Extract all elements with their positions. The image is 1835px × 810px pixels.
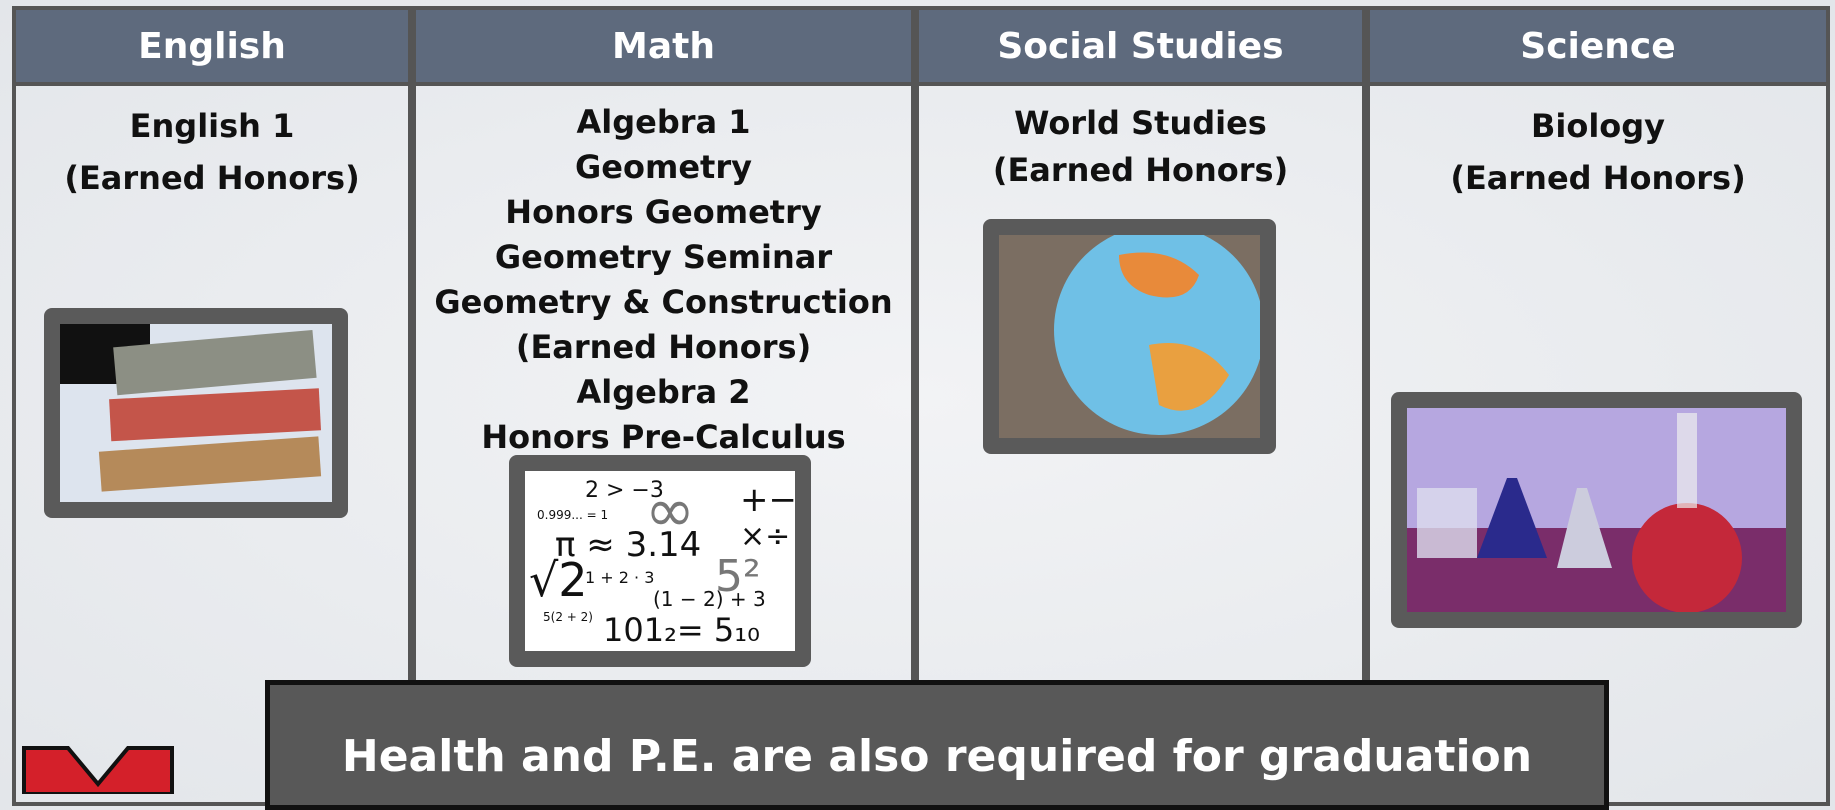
course-list: Algebra 1 Geometry Honors Geometry Geometry… — [416, 100, 911, 460]
column-header: English — [16, 10, 408, 86]
course: Algebra 2 — [576, 373, 751, 411]
math-text: ∞ — [645, 476, 695, 546]
beakers-image — [1391, 392, 1802, 628]
logo — [22, 746, 174, 794]
column-header: Science — [1370, 10, 1826, 86]
course: (Earned Honors) — [1450, 159, 1746, 197]
course: World Studies — [1014, 104, 1267, 142]
course-list: Biology (Earned Honors) — [1370, 100, 1826, 204]
course: Algebra 1 — [576, 103, 751, 141]
course: Honors Pre-Calculus — [481, 418, 846, 456]
course: (Earned Honors) — [992, 151, 1289, 189]
math-text: 101₂= 5₁₀ — [603, 611, 760, 649]
books-picture — [60, 324, 332, 502]
math-text: 0.999... = 1 — [537, 508, 608, 522]
math-text: π ≈ 3.14 — [555, 525, 701, 565]
math-image: 2 > −3 0.999... = 1 π ≈ 3.14 √2 1 + 2 · 3 (1 … — [509, 455, 811, 667]
course: Biology — [1530, 107, 1666, 145]
globe-image — [983, 219, 1276, 454]
course: English 1 — [129, 107, 295, 145]
books-image — [44, 308, 348, 518]
course: Honors Geometry — [505, 193, 822, 231]
course: Geometry & Construction — [434, 283, 893, 321]
banner: Health and P.E. are also required for gr… — [265, 680, 1609, 810]
math-text: 2 > −3 — [585, 478, 664, 503]
column-header: Math — [416, 10, 911, 86]
course: (Earned Honors) — [64, 159, 360, 197]
math-text: 5² — [715, 551, 761, 602]
math-picture: 2 > −3 0.999... = 1 π ≈ 3.14√21 + 2 · 3(1 … — [525, 471, 795, 651]
math-text: √2 — [529, 553, 588, 607]
math-text: (1 − 2) + 3 — [653, 587, 766, 611]
math-text: 5(2 + 2) — [543, 610, 593, 624]
math-text: +− — [740, 480, 795, 520]
math-text: ×÷ — [740, 519, 790, 554]
math-text: 1 + 2 · 3 — [585, 568, 654, 587]
column: English English 1 (Earned Honors) — [12, 6, 412, 806]
course: Geometry Seminar — [494, 238, 833, 276]
column: Math Algebra 1 Geometry Honors Geometry Geom… — [412, 6, 915, 806]
beakers-picture — [1407, 408, 1786, 612]
course: (Earned Honors) — [515, 328, 812, 366]
globe-picture — [999, 235, 1260, 438]
course-list: English 1 (Earned Honors) — [16, 100, 408, 204]
column: Social Studies World Studies (Earned Honor… — [915, 6, 1366, 806]
course: Geometry — [575, 148, 752, 186]
column-header: Social Studies — [919, 10, 1362, 86]
course-list: World Studies (Earned Honors) — [919, 100, 1362, 194]
